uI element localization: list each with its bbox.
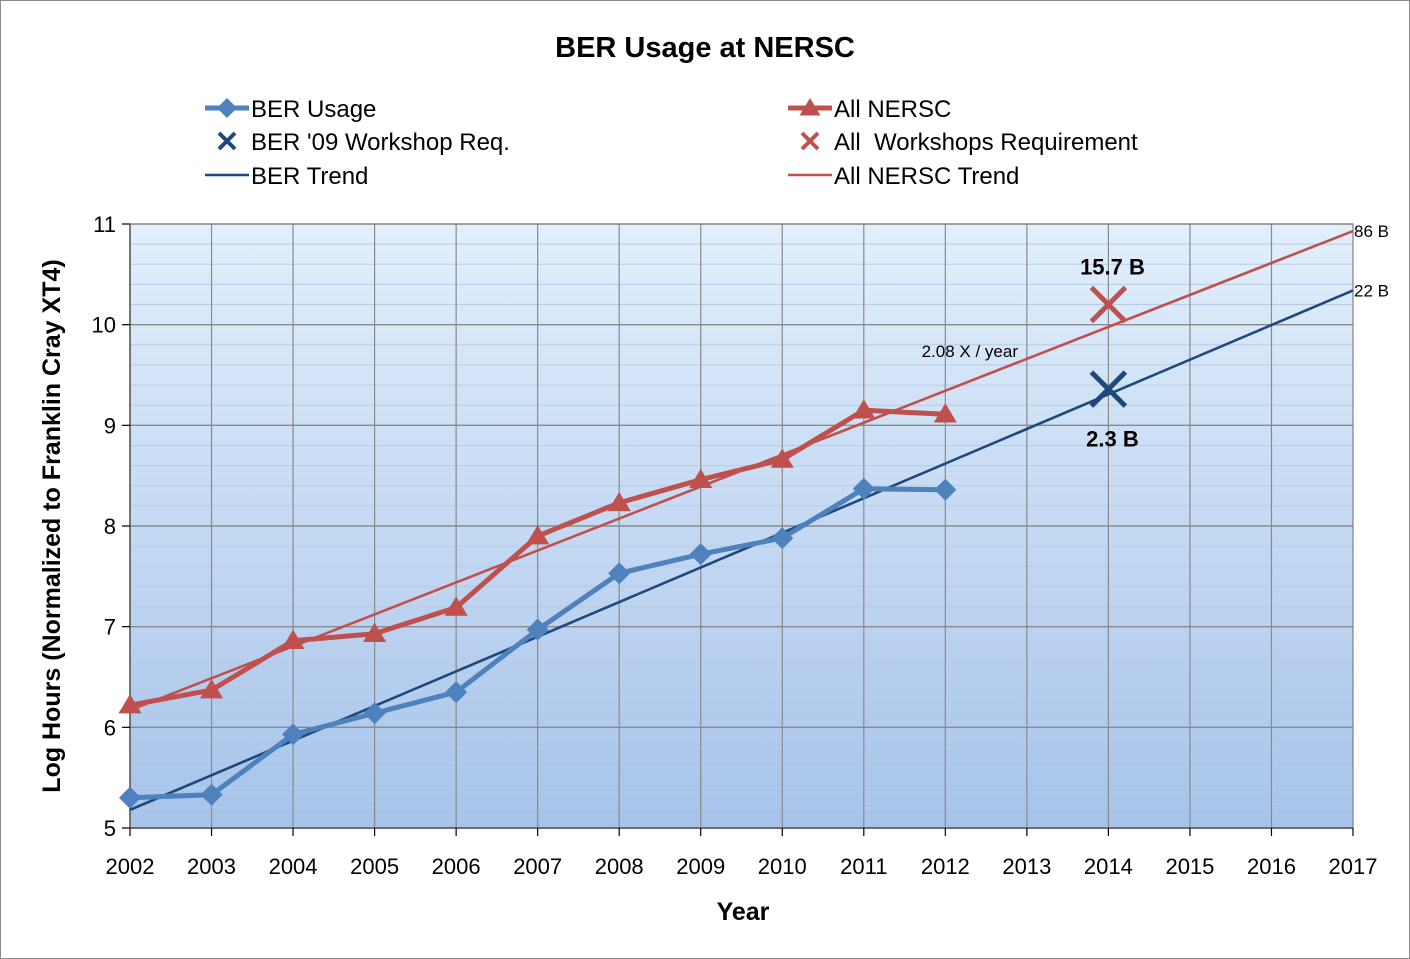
y-tick-label: 5 <box>104 816 116 841</box>
all-nersc-point <box>363 622 387 642</box>
x-tick-label: 2013 <box>1002 854 1051 879</box>
all-nersc-point <box>526 525 550 545</box>
x-tick-label: 2012 <box>921 854 970 879</box>
x-tick-label: 2016 <box>1247 854 1296 879</box>
x-tick-label: 2008 <box>595 854 644 879</box>
legend-item-ber-09-workshop-req: BER '09 Workshop Req. <box>217 129 510 156</box>
x-tick-label: 2002 <box>106 854 155 879</box>
legend-label: All NERSC Trend <box>834 163 1019 190</box>
all-nersc-point <box>607 491 631 512</box>
ber-usage-point <box>934 478 957 501</box>
legend-triangle-marker <box>799 98 821 116</box>
all-nersc-point <box>689 468 713 488</box>
all-nersc-point <box>933 403 957 423</box>
y-tick-label: 8 <box>104 514 116 539</box>
ber-usage-point <box>852 477 875 500</box>
legend-item-all-nersc: All NERSC <box>788 96 951 123</box>
series-layer <box>118 229 1354 812</box>
legend-x-marker <box>217 131 237 151</box>
ber-usage-point <box>526 618 549 641</box>
legend-diamond-marker <box>217 98 237 118</box>
ber-usage-point <box>689 543 712 566</box>
x-marker-stroke <box>217 131 237 151</box>
all-workshops-requirement-point <box>1089 285 1128 324</box>
x-marker-stroke <box>800 131 820 151</box>
ber-09-workshop-req-point <box>1089 370 1128 408</box>
x-tick-label: 2009 <box>676 854 725 879</box>
x-tick-label: 2015 <box>1165 854 1214 879</box>
x-marker-stroke <box>1089 370 1128 408</box>
legend-item-all-nersc-trend: All NERSC Trend <box>788 163 1019 190</box>
axes: 5 6 7 8 9 10 11 2002 2003 2004 2005 2006 2007 2008 200… <box>92 212 1378 879</box>
x-tick-label: 2003 <box>187 854 236 879</box>
ber-usage-point <box>200 783 223 806</box>
y-tick-label: 10 <box>92 313 116 338</box>
legend-item-all-workshops-requirement: All Workshops Requirement <box>800 129 1138 156</box>
x-tick-label: 2010 <box>758 854 807 879</box>
x-tick-label: 2014 <box>1084 854 1133 879</box>
all-nersc-point <box>852 399 876 419</box>
ber-usage-point <box>282 723 305 746</box>
all-nersc-point <box>118 694 142 714</box>
y-tick-label: 9 <box>104 413 116 438</box>
x-marker-stroke <box>1089 285 1128 324</box>
legend-label: All Workshops Requirement <box>834 129 1138 156</box>
legend-item-ber-trend: BER Trend <box>205 163 368 190</box>
x-tick-label: 2011 <box>840 854 887 879</box>
ber-usage-point <box>445 681 468 704</box>
x-tick-label: 2007 <box>513 854 562 879</box>
x-tick-label: 2006 <box>432 854 481 879</box>
ber-usage-point <box>119 786 141 809</box>
ber-usage-point <box>363 702 386 725</box>
ber-usage-point <box>771 527 794 550</box>
legend-label: BER '09 Workshop Req. <box>251 129 510 156</box>
chart-title: BER Usage at NERSC <box>555 32 855 64</box>
all-nersc-point <box>444 596 468 616</box>
annotation-2-3-b: 2.3 B <box>1086 426 1139 451</box>
legend-label: BER Trend <box>251 163 368 190</box>
y-tick-label: 6 <box>104 715 116 740</box>
x-tick-label: 2004 <box>269 854 318 879</box>
annotations: 86 B 22 B 2.08 X / year 15.7 B 2.3 B <box>922 222 1389 451</box>
y-axis-title: Log Hours (Normalized to Franklin Cray X… <box>38 259 66 792</box>
all-nersc-point <box>281 629 305 650</box>
legend-label: BER Usage <box>251 96 376 123</box>
ber-usage-point <box>608 562 631 585</box>
legend-x-marker <box>800 131 820 151</box>
x-axis-title: Year <box>717 898 770 926</box>
legend-label: All NERSC <box>834 96 951 123</box>
legend-item-ber-usage: BER Usage <box>205 96 376 123</box>
x-tick-label: 2005 <box>350 854 399 879</box>
annotation-22-b: 22 B <box>1354 281 1389 300</box>
annotation-2-08-x-year: 2.08 X / year <box>922 342 1019 361</box>
legend: BER Usage All NERSC BER '09 Workshop Req. A… <box>205 96 1138 190</box>
annotation-15-7-b: 15.7 B <box>1080 254 1145 279</box>
all-nersc-point <box>770 448 794 468</box>
annotation-86-b: 86 B <box>1354 222 1389 241</box>
y-tick-label: 11 <box>93 212 116 237</box>
y-tick-label: 7 <box>104 615 116 640</box>
x-tick-label: 2017 <box>1329 854 1378 879</box>
all-nersc-point <box>199 679 224 699</box>
